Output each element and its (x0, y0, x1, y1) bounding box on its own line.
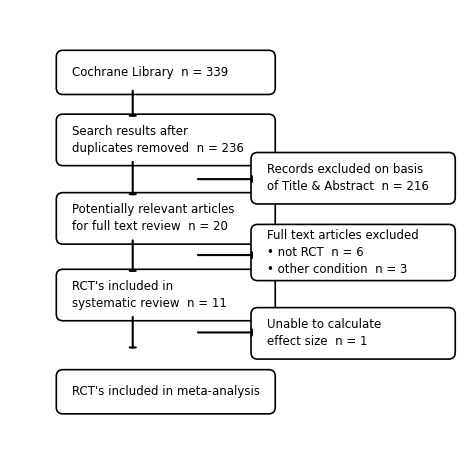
FancyBboxPatch shape (251, 224, 455, 281)
Text: Full text articles excluded
• not RCT  n = 6
• other condition  n = 3: Full text articles excluded • not RCT n … (267, 229, 419, 276)
FancyBboxPatch shape (56, 269, 275, 321)
FancyBboxPatch shape (56, 114, 275, 165)
FancyBboxPatch shape (251, 308, 455, 359)
Text: Search results after
duplicates removed  n = 236: Search results after duplicates removed … (72, 125, 244, 155)
Text: Potentially relevant articles
for full text review  n = 20: Potentially relevant articles for full t… (72, 203, 235, 233)
Text: RCT's included in meta-analysis: RCT's included in meta-analysis (72, 385, 260, 398)
Text: Unable to calculate
effect size  n = 1: Unable to calculate effect size n = 1 (267, 319, 381, 348)
FancyBboxPatch shape (56, 50, 275, 94)
FancyBboxPatch shape (56, 192, 275, 244)
Text: Records excluded on basis
of Title & Abstract  n = 216: Records excluded on basis of Title & Abs… (267, 163, 428, 193)
FancyBboxPatch shape (56, 370, 275, 414)
FancyBboxPatch shape (251, 153, 455, 204)
Text: Cochrane Library  n = 339: Cochrane Library n = 339 (72, 66, 228, 79)
Text: RCT's included in
systematic review  n = 11: RCT's included in systematic review n = … (72, 280, 227, 310)
